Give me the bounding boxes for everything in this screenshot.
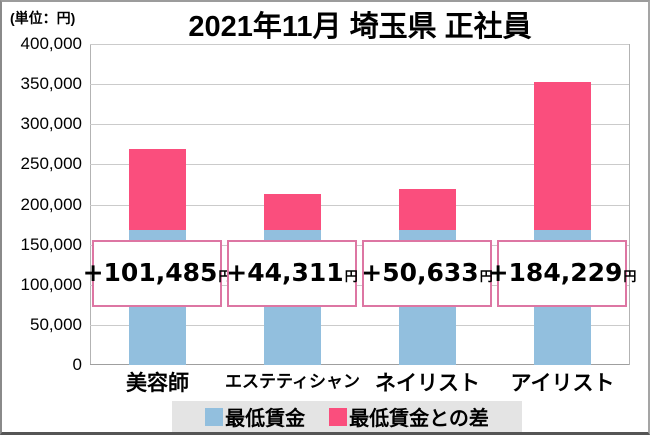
yen-suffix: 円 xyxy=(479,269,493,284)
x-category-label: 美容師 xyxy=(126,372,189,395)
legend-swatch xyxy=(205,407,224,426)
bar-segment-diff xyxy=(264,194,321,230)
gridline xyxy=(90,84,629,85)
x-category-label: アイリスト xyxy=(510,372,615,395)
diff-label-box: +101,485 円 xyxy=(83,240,231,307)
gridline xyxy=(90,325,629,326)
bar-segment-diff xyxy=(129,149,186,230)
gridline xyxy=(90,44,629,45)
y-tick-label: 150,000 xyxy=(20,235,82,254)
bar-segment-diff xyxy=(534,82,591,230)
legend-swatch xyxy=(329,407,348,426)
yen-suffix: 円 xyxy=(623,269,637,284)
gridline xyxy=(90,364,629,365)
y-tick-label: 50,000 xyxy=(30,315,82,334)
x-category-label: エステティシャン xyxy=(225,372,360,391)
plot-area: +101,485 円 +44,311 円 +50,633 円 +184,229 円 xyxy=(83,44,636,365)
diff-label-box: +184,229 円 xyxy=(488,240,636,307)
y-tick-label: 400,000 xyxy=(20,34,82,53)
y-axis-line xyxy=(90,44,91,365)
diff-value: +44,311 xyxy=(226,258,344,287)
legend: 最低賃金 最低賃金との差 xyxy=(172,401,522,432)
diff-value: +184,229 xyxy=(487,258,623,287)
gridline xyxy=(90,164,629,165)
unit-label: (単位：円) xyxy=(10,10,76,26)
gridline xyxy=(90,205,629,206)
y-tick-label: 100,000 xyxy=(20,275,82,294)
bar-segment-diff xyxy=(399,189,456,230)
y-tick-label: 0 xyxy=(72,355,82,374)
gridline xyxy=(90,124,629,125)
legend-item-min-wage: 最低賃金 xyxy=(205,402,305,431)
y-tick-label: 300,000 xyxy=(20,114,82,133)
yen-suffix: 円 xyxy=(344,269,358,284)
x-category-label: ネイリスト xyxy=(375,372,480,395)
gridline xyxy=(90,285,629,286)
diff-value: +101,485 xyxy=(82,258,218,287)
legend-label: 最低賃金との差 xyxy=(349,408,489,430)
y-tick-label: 350,000 xyxy=(20,74,82,93)
gridline xyxy=(90,245,629,246)
legend-label: 最低賃金 xyxy=(225,408,306,430)
y-tick-label: 250,000 xyxy=(20,154,82,173)
y-tick-label: 200,000 xyxy=(20,195,82,214)
diff-value: +50,633 xyxy=(361,258,479,287)
legend-item-diff: 最低賃金との差 xyxy=(329,402,489,431)
chart-title: 2021年11月 埼玉県 正社員 xyxy=(188,11,532,43)
diff-label-box: +50,633 円 xyxy=(361,240,493,307)
diff-label-box: +44,311 円 xyxy=(226,240,358,307)
